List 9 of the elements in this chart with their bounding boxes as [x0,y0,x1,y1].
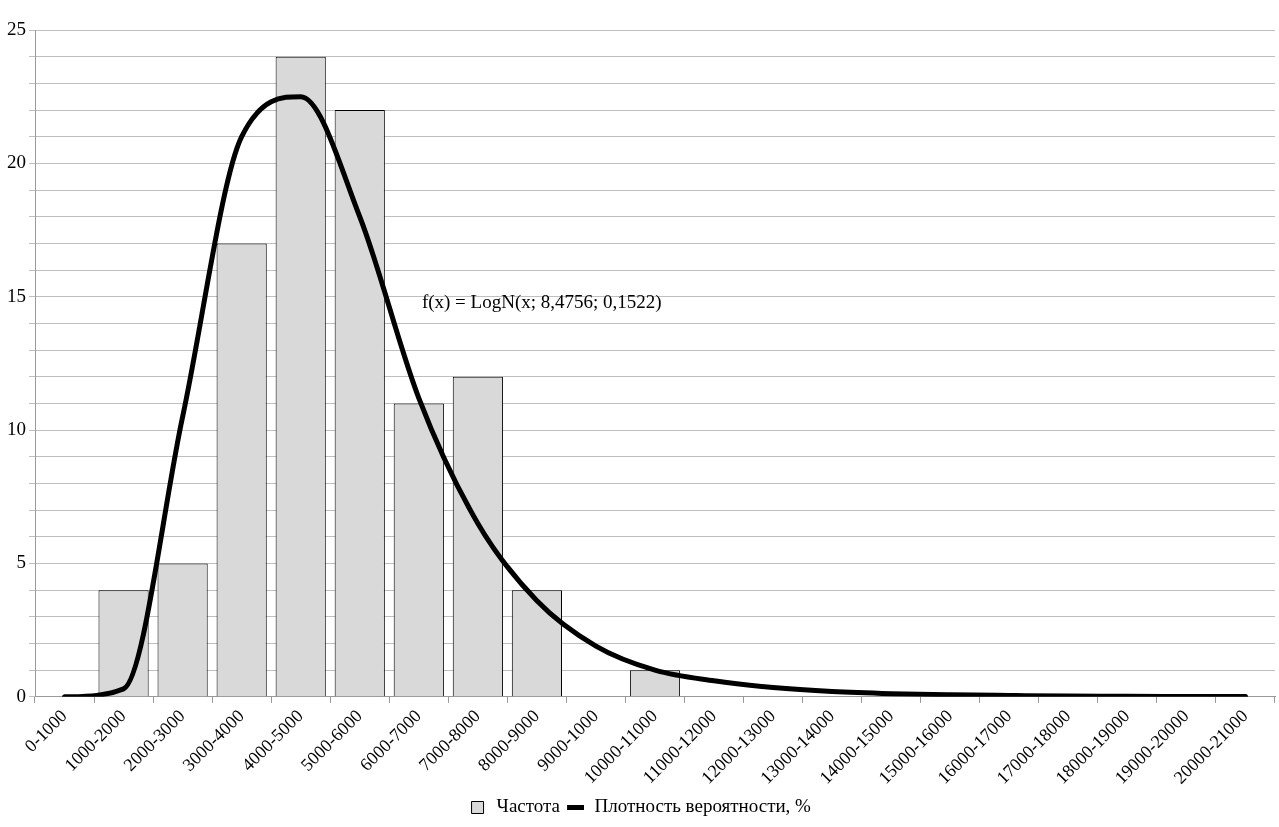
legend-label: Частота [496,795,561,817]
y-tick-label: 15 [7,284,26,306]
y-tick-label: 25 [7,17,26,39]
y-tick-label: 10 [7,418,26,440]
y-tick-label: 0 [16,684,26,706]
y-tick-label: 5 [16,551,26,573]
legend-label: Плотность вероятности, % [594,795,812,817]
y-tick-label: 20 [7,151,26,173]
annotation: f(x) = LogN(x; 8,4756; 0,1522) [421,291,662,314]
